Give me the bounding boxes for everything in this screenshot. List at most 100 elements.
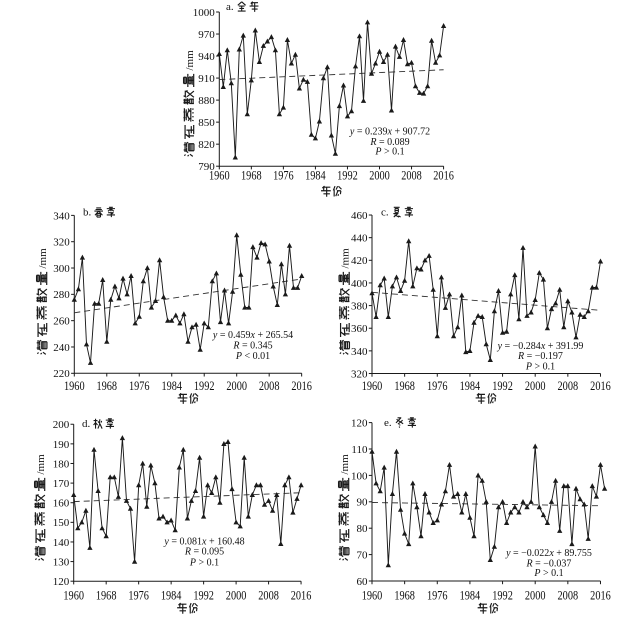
- svg-text:160: 160: [53, 498, 70, 510]
- svg-text:1992: 1992: [193, 589, 214, 603]
- svg-text:2000: 2000: [525, 589, 546, 603]
- svg-text:1000: 1000: [193, 7, 216, 19]
- svg-text:a.: a.: [226, 1, 234, 13]
- svg-text:y = 0.081x + 160.48: y = 0.081x + 160.48: [163, 536, 244, 547]
- svg-text:y = 0.459x + 265.54: y = 0.459x + 265.54: [212, 330, 293, 341]
- svg-text:2008: 2008: [259, 379, 280, 393]
- svg-text:1960: 1960: [209, 168, 230, 182]
- svg-text:P > 0.1: P > 0.1: [374, 147, 404, 158]
- svg-text:2016: 2016: [291, 589, 312, 603]
- svg-text:2008: 2008: [558, 379, 579, 393]
- svg-text:120: 120: [53, 576, 70, 588]
- svg-text:340: 340: [351, 346, 368, 358]
- svg-text:1976: 1976: [427, 379, 448, 393]
- svg-text:190: 190: [53, 439, 70, 451]
- svg-text:60: 60: [357, 576, 369, 588]
- svg-text:R = −0.197: R = −0.197: [517, 351, 563, 362]
- svg-text:1960: 1960: [63, 589, 84, 603]
- svg-text:2000: 2000: [525, 379, 546, 393]
- svg-text:910: 910: [198, 73, 215, 85]
- svg-text:1968: 1968: [241, 168, 262, 182]
- svg-text:y = 0.239x + 907.72: y = 0.239x + 907.72: [349, 127, 430, 138]
- svg-text:y = −0.022x + 89.755: y = −0.022x + 89.755: [505, 548, 592, 559]
- svg-text:790: 790: [198, 161, 215, 173]
- svg-text:/mm: /mm: [35, 454, 47, 475]
- svg-text:2000: 2000: [226, 379, 247, 393]
- svg-text:1984: 1984: [460, 589, 481, 603]
- svg-text:420: 420: [351, 255, 368, 267]
- svg-text:e.: e.: [384, 417, 392, 429]
- svg-text:1984: 1984: [161, 379, 182, 393]
- svg-text:1984: 1984: [460, 379, 481, 393]
- svg-text:120: 120: [351, 418, 368, 430]
- svg-text:220: 220: [53, 368, 70, 380]
- svg-text:1976: 1976: [128, 589, 149, 603]
- svg-text:2016: 2016: [433, 168, 454, 182]
- svg-text:R = −0.037: R = −0.037: [526, 558, 572, 569]
- svg-text:1960: 1960: [362, 379, 383, 393]
- svg-text:820: 820: [198, 139, 215, 151]
- svg-text:P > 0.1: P > 0.1: [189, 558, 219, 569]
- svg-text:P > 0.1: P > 0.1: [525, 361, 555, 372]
- svg-text:360: 360: [351, 323, 368, 335]
- svg-text:2008: 2008: [558, 589, 579, 603]
- svg-text:2000: 2000: [369, 168, 390, 182]
- svg-text:P < 0.01: P < 0.01: [235, 351, 270, 362]
- svg-text:/mm: /mm: [37, 248, 49, 269]
- svg-text:200: 200: [53, 419, 70, 431]
- svg-text:440: 440: [351, 233, 368, 245]
- svg-text:460: 460: [351, 210, 368, 222]
- svg-text:1992: 1992: [337, 168, 358, 182]
- svg-text:320: 320: [351, 368, 368, 380]
- svg-text:2016: 2016: [590, 379, 611, 393]
- svg-text:80: 80: [357, 523, 369, 535]
- svg-text:/mm: /mm: [339, 248, 351, 269]
- svg-text:940: 940: [198, 51, 215, 63]
- svg-text:280: 280: [53, 289, 70, 301]
- svg-text:1968: 1968: [394, 589, 415, 603]
- svg-text:R = 0.345: R = 0.345: [232, 340, 272, 351]
- svg-text:90: 90: [357, 497, 369, 509]
- svg-text:R = 0.095: R = 0.095: [184, 546, 224, 557]
- svg-text:2016: 2016: [590, 589, 611, 603]
- svg-text:P > 0.1: P > 0.1: [533, 568, 563, 579]
- svg-text:1968: 1968: [96, 589, 117, 603]
- svg-text:2008: 2008: [258, 589, 279, 603]
- svg-text:1984: 1984: [161, 589, 182, 603]
- svg-text:140: 140: [53, 537, 70, 549]
- svg-text:2000: 2000: [226, 589, 247, 603]
- svg-text:/mm: /mm: [184, 50, 196, 71]
- svg-text:320: 320: [53, 237, 70, 249]
- svg-text:300: 300: [53, 263, 70, 275]
- svg-text:1984: 1984: [305, 168, 326, 182]
- svg-text:240: 240: [53, 342, 70, 354]
- svg-text:R = 0.089: R = 0.089: [369, 137, 409, 148]
- svg-text:340: 340: [53, 210, 70, 222]
- svg-text:/mm: /mm: [339, 454, 351, 475]
- svg-text:110: 110: [351, 444, 368, 456]
- svg-text:1968: 1968: [394, 379, 415, 393]
- svg-text:1960: 1960: [64, 379, 85, 393]
- svg-text:170: 170: [53, 478, 70, 490]
- svg-text:130: 130: [53, 556, 70, 568]
- svg-text:180: 180: [53, 458, 70, 470]
- svg-text:70: 70: [357, 550, 369, 562]
- svg-text:1976: 1976: [273, 168, 294, 182]
- svg-text:100: 100: [351, 470, 368, 482]
- svg-text:880: 880: [198, 95, 215, 107]
- svg-text:1960: 1960: [362, 589, 383, 603]
- svg-text:970: 970: [198, 29, 215, 41]
- svg-text:1992: 1992: [194, 379, 215, 393]
- svg-text:850: 850: [198, 117, 215, 129]
- svg-text:b.: b.: [83, 207, 92, 219]
- svg-text:150: 150: [53, 517, 70, 529]
- svg-text:y = −0.284x + 391.99: y = −0.284x + 391.99: [497, 341, 584, 352]
- svg-text:1992: 1992: [492, 589, 513, 603]
- svg-text:2008: 2008: [401, 168, 422, 182]
- svg-text:c.: c.: [381, 207, 389, 219]
- svg-text:1976: 1976: [129, 379, 150, 393]
- svg-text:1968: 1968: [96, 379, 117, 393]
- svg-text:1992: 1992: [492, 379, 513, 393]
- svg-text:1976: 1976: [427, 589, 448, 603]
- svg-text:400: 400: [351, 278, 368, 290]
